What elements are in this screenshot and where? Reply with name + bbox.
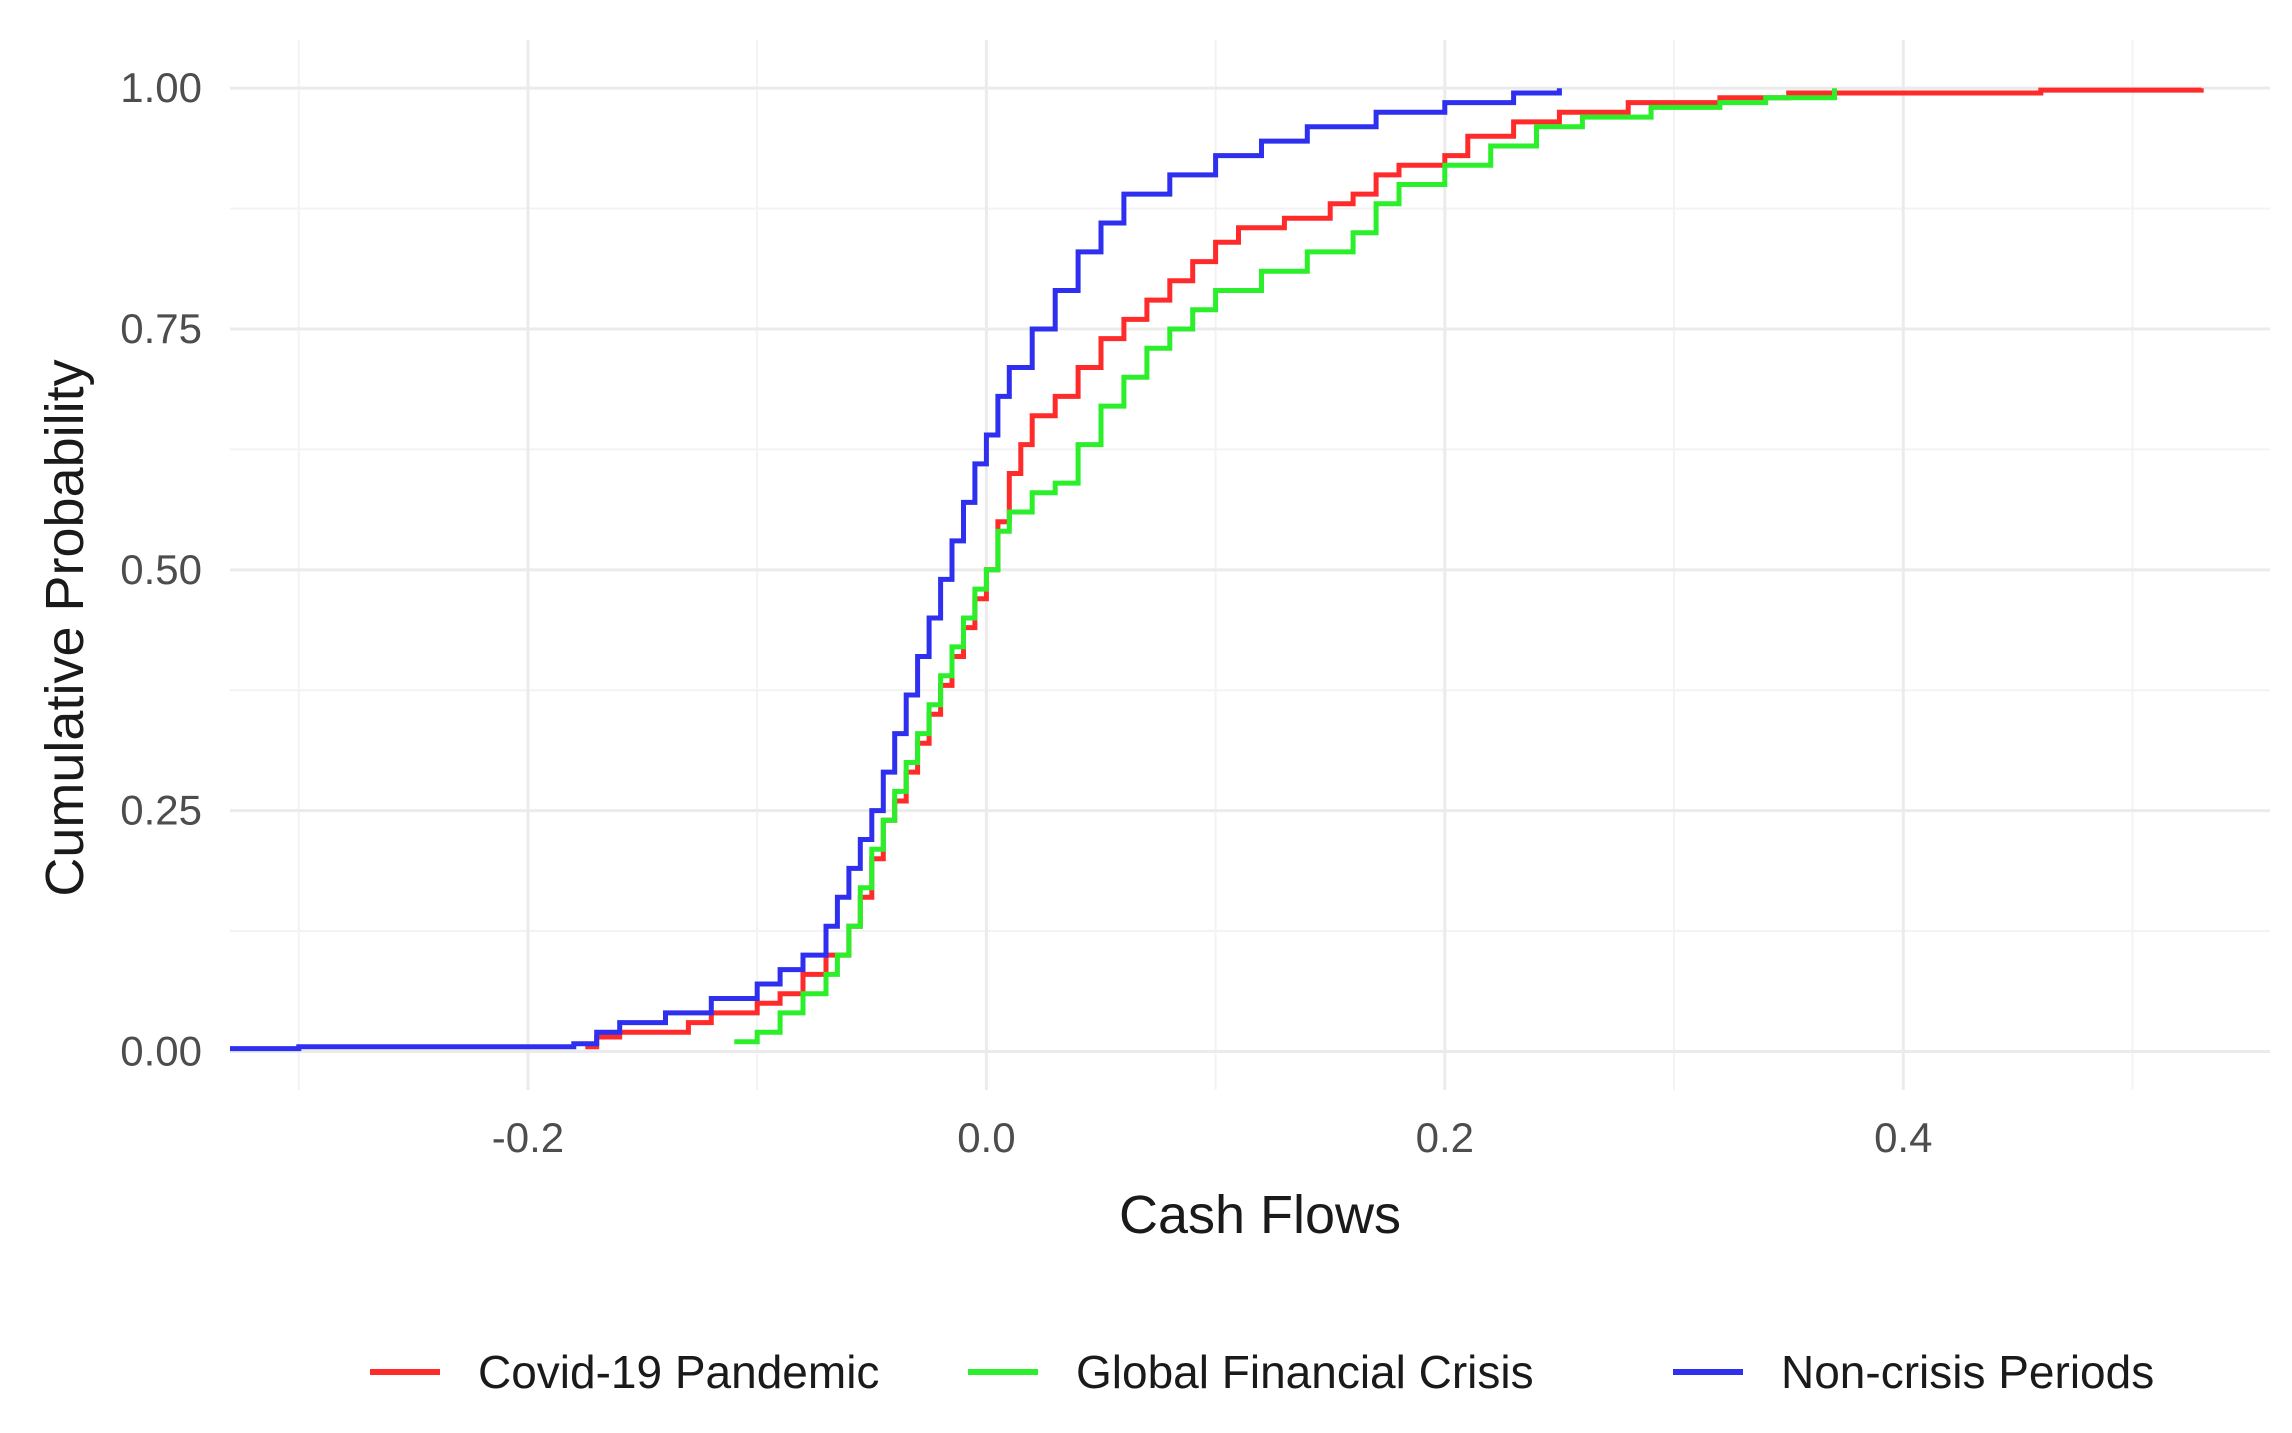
y-tick-label: 0.75 <box>120 305 202 352</box>
legend-label-covid-19-pandemic: Covid-19 Pandemic <box>478 1346 879 1398</box>
major-gridlines <box>230 40 2270 1090</box>
y-axis-tick-labels: 0.00 0.25 0.50 0.75 1.00 <box>120 64 202 1074</box>
x-axis-tick-labels: -0.2 0.0 0.2 0.4 <box>492 1114 1933 1161</box>
y-tick-label: 0.25 <box>120 787 202 834</box>
legend-label-global-financial-crisis: Global Financial Crisis <box>1076 1346 1534 1398</box>
minor-gridlines <box>230 40 2270 1090</box>
series-lines <box>230 87 2204 1052</box>
x-tick-label: 0.2 <box>1416 1114 1474 1161</box>
x-tick-label: 0.0 <box>957 1114 1015 1161</box>
x-tick-label: -0.2 <box>492 1114 564 1161</box>
y-axis-title: Cumulative Probability <box>35 359 95 896</box>
y-tick-label: 0.00 <box>120 1027 202 1074</box>
legend: Covid-19 Pandemic Global Financial Crisis… <box>370 1346 2154 1398</box>
series-line-covid-19-pandemic <box>585 87 2204 1050</box>
x-axis-title: Cash Flows <box>1119 1185 1401 1245</box>
x-tick-label: 0.4 <box>1874 1114 1932 1161</box>
y-tick-label: 1.00 <box>120 64 202 111</box>
legend-label-non-crisis-periods: Non-crisis Periods <box>1781 1346 2154 1398</box>
series-line-non-crisis-periods <box>230 88 1562 1052</box>
series-line-global-financial-crisis <box>734 88 1837 1045</box>
y-tick-label: 0.50 <box>120 546 202 593</box>
